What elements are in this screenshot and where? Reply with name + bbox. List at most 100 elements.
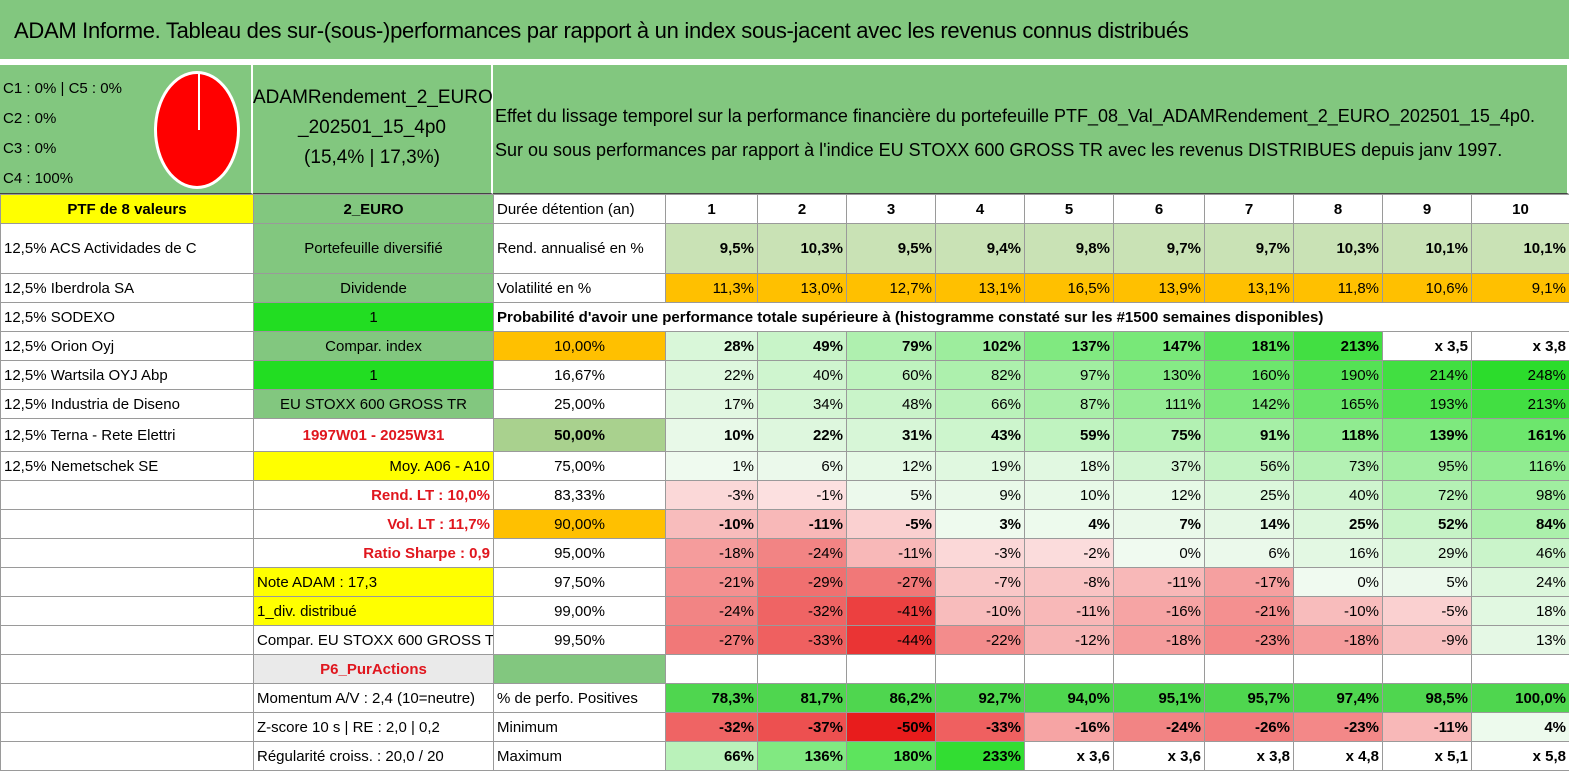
value-cell: 142% <box>1204 389 1294 419</box>
value-cell: 248% <box>1471 360 1569 390</box>
value-cell: -24% <box>757 538 847 568</box>
table-row: Régularité croiss. : 20,0 / 20 Maximum 66%… <box>0 741 1569 771</box>
value-cell: -5% <box>1382 596 1472 626</box>
empty-cell <box>1024 654 1114 684</box>
holding-cell: 12,5% Nemetschek SE <box>0 451 254 481</box>
value-cell: 10% <box>665 418 758 452</box>
row-label: Rend. annualisé en % <box>493 223 666 274</box>
value-cell: 233% <box>935 741 1025 771</box>
value-cell: 46% <box>1471 538 1569 568</box>
row-label: 25,00% <box>493 389 666 419</box>
table-row: 12,5% Wartsila OYJ Abp 1 16,67% 22% 40% 60% 82… <box>0 360 1569 390</box>
holding-cell <box>0 741 254 771</box>
info-cell: Momentum A/V : 2,4 (10=neutre) <box>253 683 494 713</box>
value-cell: 130% <box>1113 360 1205 390</box>
table-row: Ratio Sharpe : 0,9 95,00% -18% -24% -11% -3% -… <box>0 538 1569 568</box>
empty-cell <box>1471 654 1569 684</box>
value-cell: 78,3% <box>665 683 758 713</box>
value-cell: 95% <box>1382 451 1472 481</box>
holding-cell <box>0 683 254 713</box>
value-cell: 13,0% <box>757 273 847 303</box>
value-cell: 3% <box>935 509 1025 539</box>
report-header: C1 : 0% | C5 : 0% C2 : 0% C3 : 0% C4 : 1… <box>0 65 1569 194</box>
value-cell: 49% <box>757 331 847 361</box>
value-cell: -5% <box>846 509 936 539</box>
row-label: 99,50% <box>493 625 666 655</box>
value-cell: 13% <box>1471 625 1569 655</box>
value-cell: -16% <box>1113 596 1205 626</box>
holding-cell: 12,5% Wartsila OYJ Abp <box>0 360 254 390</box>
value-cell: 190% <box>1293 360 1383 390</box>
value-cell: -3% <box>935 538 1025 568</box>
value-cell: 95,1% <box>1113 683 1205 713</box>
value-cell: 9,5% <box>846 223 936 274</box>
info-cell: Régularité croiss. : 20,0 / 20 <box>253 741 494 771</box>
description-line: Effet du lissage temporel sur la perform… <box>495 106 1535 126</box>
section-label: Probabilité d'avoir une performance tota… <box>493 302 1569 332</box>
value-cell: x 3,6 <box>1024 741 1114 771</box>
table-row: Compar. EU STOXX 600 GROSS TR 99,50% -27% -… <box>0 625 1569 655</box>
value-cell: 165% <box>1293 389 1383 419</box>
row-label: 10,00% <box>493 331 666 361</box>
value-cell: -22% <box>935 625 1025 655</box>
table-row: 12,5% Iberdrola SA Dividende Volatilité en… <box>0 273 1569 303</box>
value-cell: 214% <box>1382 360 1472 390</box>
holding-cell: 12,5% SODEXO <box>0 302 254 332</box>
holding-cell <box>0 596 254 626</box>
value-cell: -27% <box>665 625 758 655</box>
value-cell: 52% <box>1382 509 1472 539</box>
value-cell: x 3,8 <box>1471 331 1569 361</box>
value-cell: 12,7% <box>846 273 936 303</box>
info-cell: Note ADAM : 17,3 <box>253 567 494 597</box>
value-cell: 56% <box>1204 451 1294 481</box>
value-cell: 81,7% <box>757 683 847 713</box>
value-cell: 40% <box>757 360 847 390</box>
holding-cell <box>0 712 254 742</box>
value-cell: -1% <box>757 480 847 510</box>
value-cell: 13,1% <box>935 273 1025 303</box>
value-cell: 14% <box>1204 509 1294 539</box>
category-line: C4 : 100% <box>3 170 74 187</box>
value-cell: -11% <box>1382 712 1472 742</box>
value-cell: 75% <box>1113 418 1205 452</box>
value-cell: -24% <box>665 596 758 626</box>
table-row: 12,5% Industria de Diseno EU STOXX 600 GR… <box>0 389 1569 419</box>
value-cell: -23% <box>1204 625 1294 655</box>
value-cell: -16% <box>1024 712 1114 742</box>
value-cell: 12% <box>1113 480 1205 510</box>
info-cell: 1_div. distribué <box>253 596 494 626</box>
value-cell: 5% <box>1382 567 1472 597</box>
value-cell: -11% <box>846 538 936 568</box>
value-cell: -18% <box>665 538 758 568</box>
value-cell: 0% <box>1293 567 1383 597</box>
value-cell: 4% <box>1471 712 1569 742</box>
info-cell: 1 <box>253 302 494 332</box>
year-header-cell: 5 <box>1024 194 1114 224</box>
empty-cell <box>1204 654 1294 684</box>
row-label: 75,00% <box>493 451 666 481</box>
value-cell: 5% <box>846 480 936 510</box>
holding-cell <box>0 625 254 655</box>
category-line: C1 : 0% | C5 : 0% <box>3 80 122 97</box>
value-cell: x 3,6 <box>1113 741 1205 771</box>
value-cell: 10,3% <box>1293 223 1383 274</box>
holding-cell <box>0 509 254 539</box>
empty-cell <box>665 654 758 684</box>
value-cell: 19% <box>935 451 1025 481</box>
info-cell: EU STOXX 600 GROSS TR <box>253 389 494 419</box>
value-cell: -10% <box>935 596 1025 626</box>
row-label: 95,00% <box>493 538 666 568</box>
value-cell: 91% <box>1204 418 1294 452</box>
value-cell: 10,6% <box>1382 273 1472 303</box>
row-label: 90,00% <box>493 509 666 539</box>
category-line: C2 : 0% <box>3 110 57 127</box>
value-cell: -17% <box>1204 567 1294 597</box>
value-cell: 10,1% <box>1471 223 1569 274</box>
value-cell: -9% <box>1382 625 1472 655</box>
empty-cell <box>1293 654 1383 684</box>
value-cell: 87% <box>1024 389 1114 419</box>
value-cell: 9,7% <box>1113 223 1205 274</box>
table-row: Z-score 10 s | RE : 2,0 | 0,2 Minimum -32%… <box>0 712 1569 742</box>
value-cell: 181% <box>1204 331 1294 361</box>
holding-cell: 12,5% Iberdrola SA <box>0 273 254 303</box>
